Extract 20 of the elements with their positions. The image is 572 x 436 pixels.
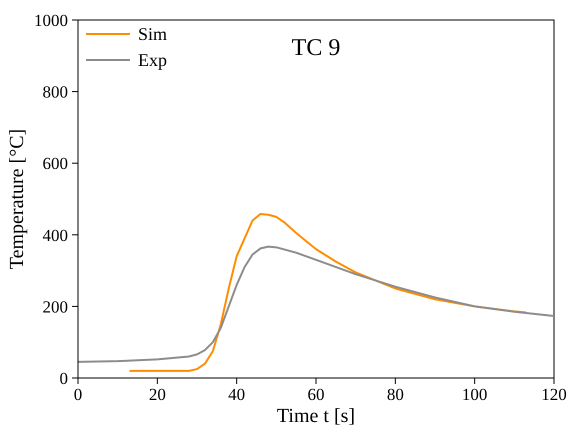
x-tick-label: 20 [148,385,166,404]
x-tick-label: 100 [462,385,488,404]
x-tick-label: 60 [308,385,324,404]
y-tick-label: 0 [60,369,68,388]
line-series [78,246,554,363]
y-tick-label: 1000 [34,11,68,30]
y-tick-label: 800 [42,82,68,102]
line-series [128,213,528,372]
text: TC 9 [292,35,340,61]
x-axis-title: Time t [s] [276,405,356,427]
x-tick-label: 40 [228,385,246,404]
legend-label: Exp [138,50,167,70]
x-tick-label: 80 [386,385,404,404]
y-tick-label: 200 [42,297,68,316]
legend-label: Sim [138,24,168,44]
y-axis-title: Temperature [°C] [6,128,28,270]
y-tick-label: 600 [42,154,68,174]
y-tick-label: 400 [42,226,68,245]
x-tick-label: 0 [74,385,82,404]
x-tick-label: 120 [541,385,567,404]
